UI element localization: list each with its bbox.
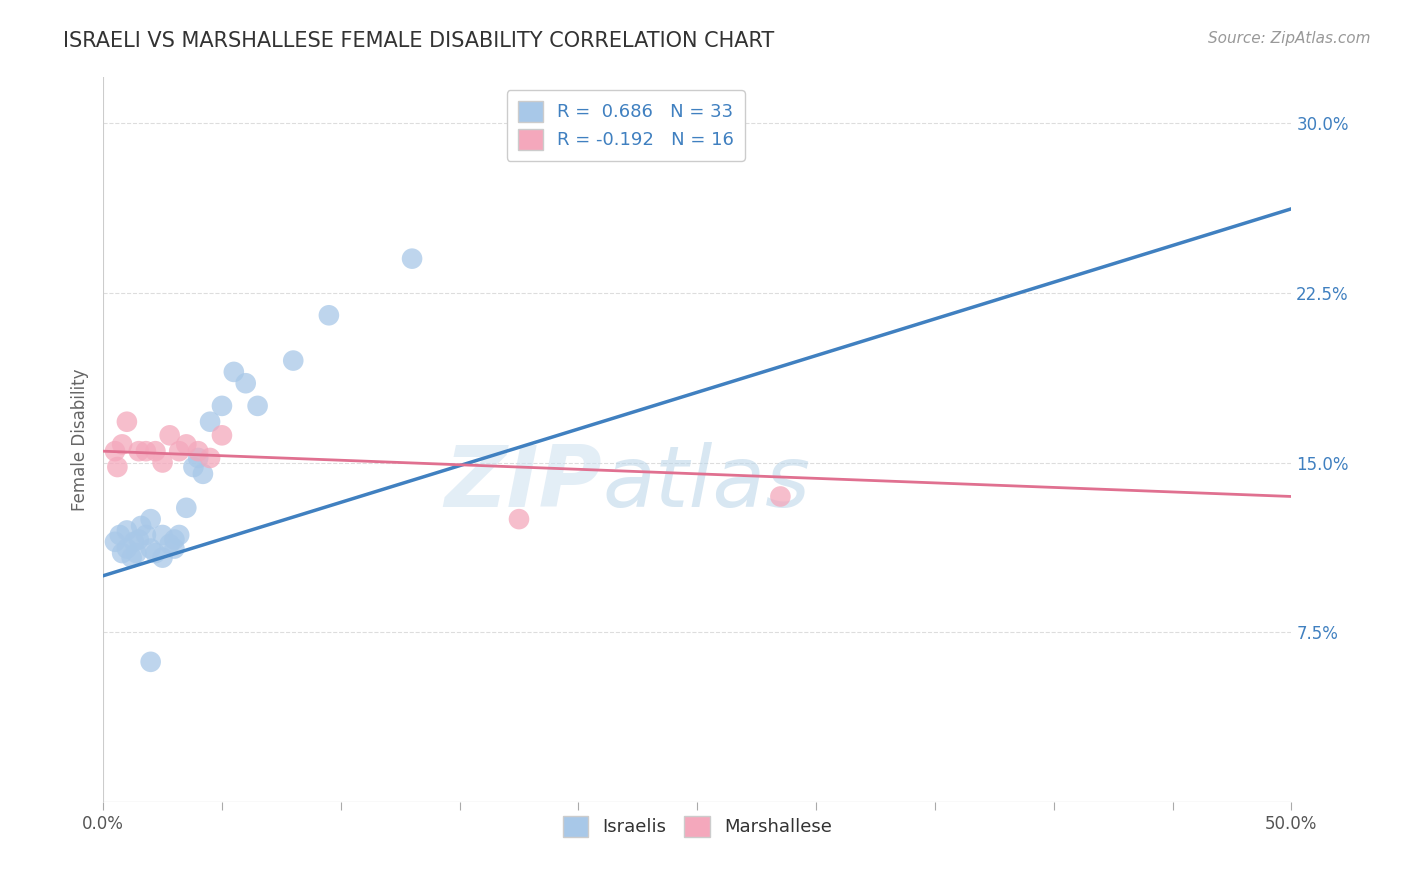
Point <box>508 512 530 526</box>
Point <box>163 541 186 556</box>
Point <box>125 546 148 560</box>
Point <box>198 450 221 465</box>
Point <box>145 546 167 560</box>
Point <box>115 524 138 538</box>
Text: atlas: atlas <box>602 442 810 524</box>
Point <box>211 428 233 442</box>
Point <box>139 512 162 526</box>
Point <box>246 399 269 413</box>
Point <box>183 460 205 475</box>
Point <box>115 415 138 429</box>
Point <box>135 528 157 542</box>
Point <box>129 519 152 533</box>
Text: ZIP: ZIP <box>444 442 602 524</box>
Point <box>401 252 423 266</box>
Point <box>104 534 127 549</box>
Point <box>159 428 181 442</box>
Point <box>211 399 233 413</box>
Point <box>167 444 190 458</box>
Point <box>121 550 143 565</box>
Point <box>222 365 245 379</box>
Point <box>235 376 257 391</box>
Text: ISRAELI VS MARSHALLESE FEMALE DISABILITY CORRELATION CHART: ISRAELI VS MARSHALLESE FEMALE DISABILITY… <box>63 31 775 51</box>
Point <box>167 528 190 542</box>
Point <box>152 456 174 470</box>
Point <box>187 444 209 458</box>
Point <box>176 500 198 515</box>
Point <box>283 353 305 368</box>
Point <box>152 550 174 565</box>
Point <box>191 467 214 481</box>
Point <box>198 415 221 429</box>
Point <box>115 541 138 556</box>
Point <box>163 533 186 547</box>
Point <box>122 534 145 549</box>
Point <box>108 528 131 542</box>
Point <box>187 450 209 465</box>
Point <box>105 460 128 475</box>
Point <box>318 308 340 322</box>
Point <box>111 546 134 560</box>
Point <box>176 437 198 451</box>
Point <box>159 537 181 551</box>
Point <box>111 437 134 451</box>
Point <box>139 541 162 556</box>
Legend: Israelis, Marshallese: Israelis, Marshallese <box>555 809 839 844</box>
Point <box>152 528 174 542</box>
Point <box>139 655 162 669</box>
Point <box>769 490 792 504</box>
Text: Source: ZipAtlas.com: Source: ZipAtlas.com <box>1208 31 1371 46</box>
Point <box>145 444 167 458</box>
Point <box>135 444 157 458</box>
Point <box>128 533 150 547</box>
Point <box>104 444 127 458</box>
Point <box>128 444 150 458</box>
Y-axis label: Female Disability: Female Disability <box>72 368 89 511</box>
